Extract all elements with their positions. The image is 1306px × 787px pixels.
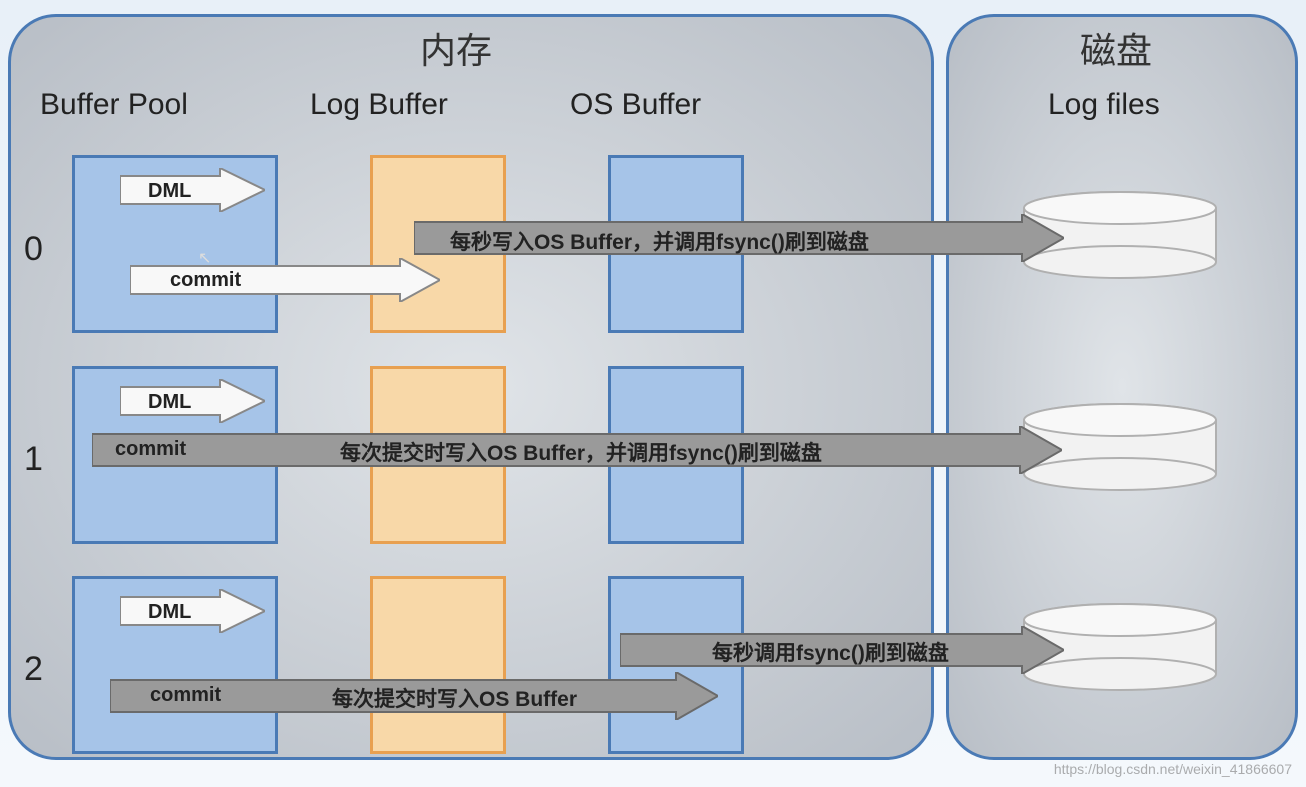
commit-label-0: commit [170, 269, 241, 292]
row-label-2: 2 [24, 650, 43, 689]
dml-label-0: DML [148, 180, 191, 203]
header-buffer-pool: Buffer Pool [40, 88, 188, 122]
header-os-buffer: OS Buffer [570, 88, 701, 122]
row-label-1: 1 [24, 440, 43, 479]
os-disk-arrow-label-2: 每秒调用fsync()刷到磁盘 [712, 637, 949, 667]
dml-label-1: DML [148, 391, 191, 414]
header-log-buffer: Log Buffer [310, 88, 448, 122]
commit-label-1: commit [115, 438, 186, 461]
diagram-canvas: 内存 磁盘 Buffer Pool Log Buffer OS Buffer L… [0, 0, 1306, 787]
watermark: https://blog.csdn.net/weixin_41866607 [1054, 761, 1292, 777]
commit-arrow-label-2: 每次提交时写入OS Buffer [332, 683, 577, 713]
dml-arrow-0 [120, 168, 265, 212]
row-label-0: 0 [24, 230, 43, 269]
log-buffer-box-2 [370, 576, 506, 754]
dml-arrow-2 [120, 589, 265, 633]
dml-label-2: DML [148, 601, 191, 624]
long-arrow-label-0: 每秒写入OS Buffer，并调用fsync()刷到磁盘 [450, 226, 869, 256]
header-log-files: Log files [1048, 88, 1160, 122]
dml-arrow-1 [120, 379, 265, 423]
commit-label-2: commit [150, 684, 221, 707]
disk-title: 磁盘 [1080, 22, 1152, 74]
memory-title: 内存 [420, 22, 492, 74]
long-arrow-label-1: 每次提交时写入OS Buffer，并调用fsync()刷到磁盘 [340, 437, 822, 467]
cursor-icon: ↖ [198, 248, 211, 268]
